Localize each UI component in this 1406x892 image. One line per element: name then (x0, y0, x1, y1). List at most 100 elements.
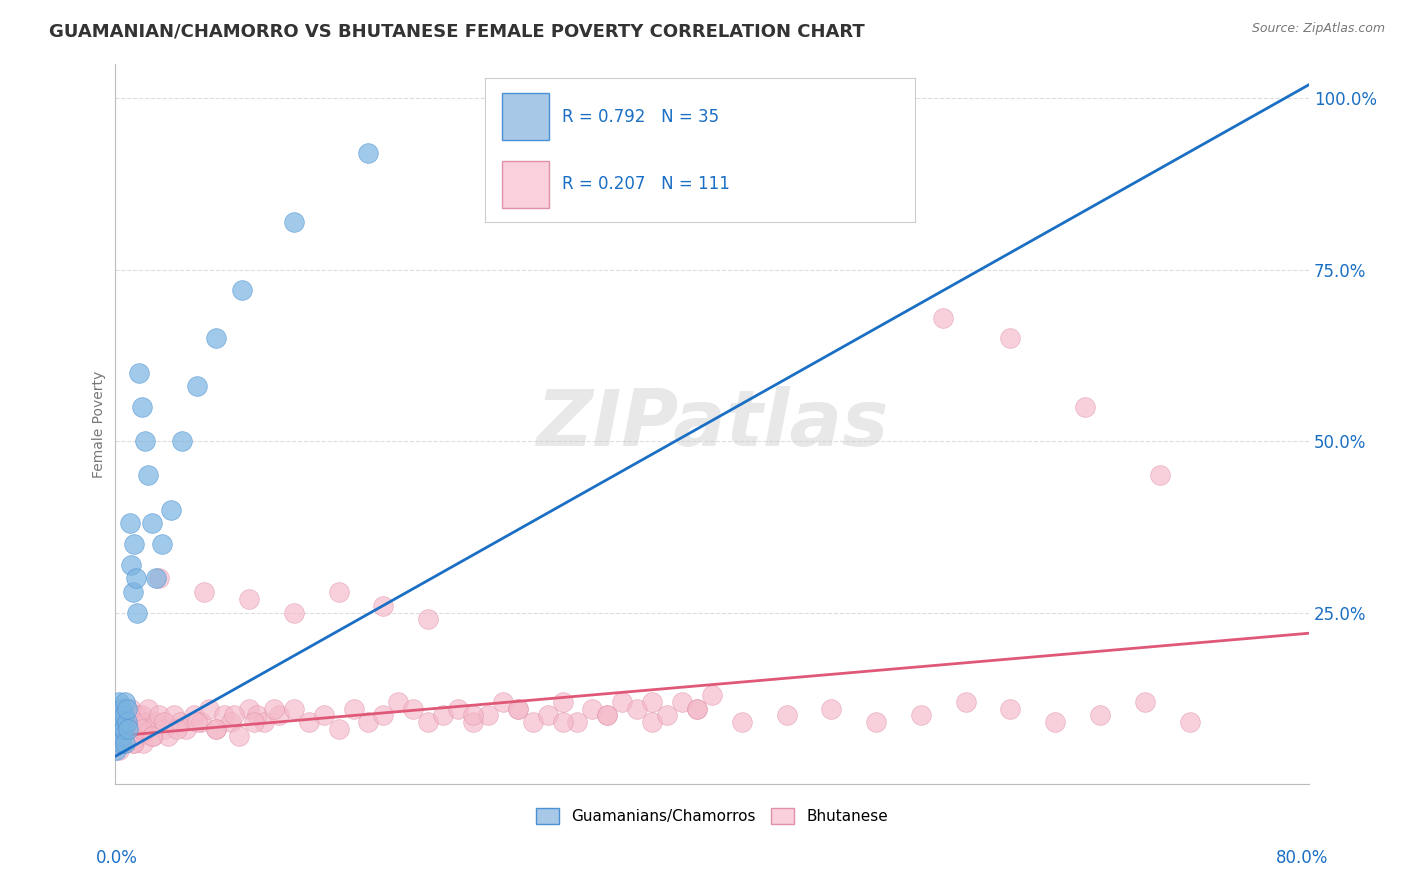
Point (328, 722, 350, 736)
Point (118, 715, 141, 730)
Point (1000, 331, 1022, 345)
Point (655, 708, 678, 723)
Point (125, 606, 148, 620)
Point (122, 736, 145, 750)
Point (108, 708, 131, 723)
Point (626, 701, 648, 715)
Point (118, 516, 141, 531)
Point (114, 736, 136, 750)
Point (131, 708, 153, 723)
Point (142, 729, 165, 743)
Point (955, 695, 977, 709)
Point (107, 708, 129, 723)
Point (170, 434, 193, 449)
Text: 0.0%: 0.0% (96, 849, 138, 867)
Point (136, 701, 159, 715)
Point (238, 701, 260, 715)
Point (131, 722, 153, 736)
Point (136, 468, 159, 483)
Point (121, 736, 143, 750)
Point (120, 701, 142, 715)
Point (219, 715, 242, 730)
Point (112, 708, 135, 723)
Point (461, 708, 484, 723)
Point (125, 708, 148, 723)
Point (641, 715, 664, 730)
Point (205, 331, 228, 345)
Point (686, 701, 709, 715)
Point (115, 708, 138, 723)
Point (193, 585, 215, 599)
Point (641, 695, 664, 709)
Point (228, 729, 250, 743)
Point (112, 722, 135, 736)
Point (477, 708, 499, 723)
Point (157, 729, 180, 743)
Point (283, 215, 305, 229)
Point (131, 400, 153, 414)
Point (865, 715, 887, 730)
Point (522, 715, 544, 730)
Point (112, 722, 135, 736)
Point (176, 722, 198, 736)
Point (169, 715, 191, 730)
Point (134, 715, 156, 730)
Point (111, 729, 134, 743)
Point (186, 715, 208, 730)
Point (387, 695, 409, 709)
Point (700, 688, 723, 702)
Point (153, 722, 176, 736)
Point (283, 701, 305, 715)
Point (148, 708, 170, 723)
Y-axis label: Female Poverty: Female Poverty (93, 370, 107, 478)
Point (245, 708, 267, 723)
Point (581, 701, 603, 715)
Point (132, 736, 155, 750)
Point (596, 708, 619, 723)
Point (124, 571, 146, 585)
Point (238, 591, 260, 606)
Point (145, 715, 167, 730)
Point (141, 516, 163, 531)
Point (551, 715, 574, 730)
Point (461, 715, 484, 730)
Point (121, 722, 143, 736)
Point (197, 701, 219, 715)
Point (1074, 400, 1097, 414)
Point (267, 708, 290, 723)
Point (418, 715, 440, 730)
Legend: Guamanians/Chamorros, Bhutanese: Guamanians/Chamorros, Bhutanese (530, 802, 894, 830)
Point (186, 379, 208, 393)
Point (775, 708, 797, 723)
Point (671, 695, 693, 709)
Point (910, 708, 932, 723)
Point (205, 722, 228, 736)
Point (128, 729, 150, 743)
Point (506, 701, 529, 715)
Point (114, 695, 136, 709)
Point (447, 701, 470, 715)
Point (596, 708, 619, 723)
Point (148, 571, 170, 585)
Point (115, 701, 138, 715)
Point (141, 729, 163, 743)
Point (108, 743, 131, 757)
Text: GUAMANIAN/CHAMORRO VS BHUTANESE FEMALE POVERTY CORRELATION CHART: GUAMANIAN/CHAMORRO VS BHUTANESE FEMALE P… (49, 22, 865, 40)
Point (115, 715, 138, 730)
Point (298, 715, 321, 730)
Point (224, 708, 246, 723)
Text: Source: ZipAtlas.com: Source: ZipAtlas.com (1251, 22, 1385, 36)
Point (117, 722, 139, 736)
Point (263, 701, 285, 715)
Text: 80.0%: 80.0% (1277, 849, 1329, 867)
Point (152, 537, 174, 551)
Point (122, 537, 145, 551)
Point (114, 736, 136, 750)
Point (418, 612, 440, 626)
Point (506, 701, 529, 715)
Point (551, 695, 574, 709)
Point (567, 715, 589, 730)
Point (115, 729, 138, 743)
Point (820, 701, 842, 715)
Point (145, 571, 167, 585)
